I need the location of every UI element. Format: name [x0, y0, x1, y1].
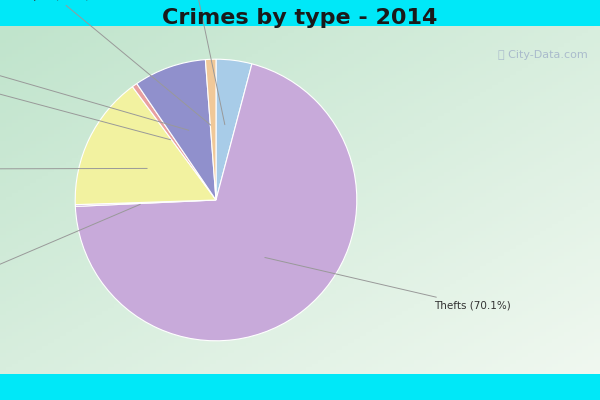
Text: Crimes by type - 2014: Crimes by type - 2014 — [163, 8, 437, 28]
Wedge shape — [205, 59, 216, 200]
Wedge shape — [75, 200, 216, 206]
Wedge shape — [133, 84, 216, 200]
Text: Auto thefts (8.3%): Auto thefts (8.3%) — [0, 54, 189, 130]
Wedge shape — [216, 59, 252, 200]
Text: Rapes (1.2%): Rapes (1.2%) — [20, 0, 211, 125]
Wedge shape — [76, 64, 357, 341]
Text: Robberies (0.2%): Robberies (0.2%) — [0, 204, 140, 292]
Text: ⓘ City-Data.com: ⓘ City-Data.com — [498, 50, 588, 60]
Text: Arson (0.6%): Arson (0.6%) — [0, 80, 170, 140]
Wedge shape — [75, 87, 216, 205]
Text: Burglaries (15.4%): Burglaries (15.4%) — [0, 164, 147, 174]
Text: Assaults (4.1%): Assaults (4.1%) — [154, 0, 236, 125]
Wedge shape — [137, 60, 216, 200]
Text: Thefts (70.1%): Thefts (70.1%) — [265, 258, 511, 310]
